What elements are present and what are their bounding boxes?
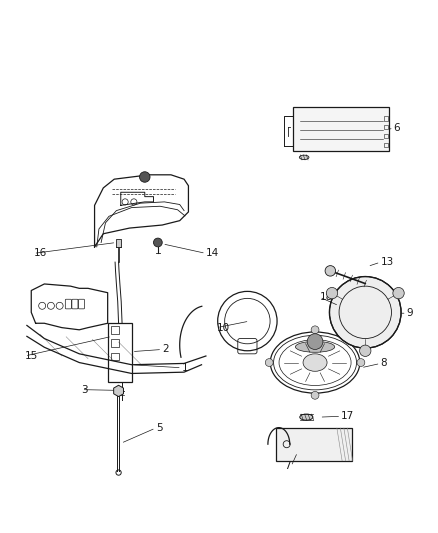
Text: 18: 18 bbox=[319, 292, 333, 302]
Text: 15: 15 bbox=[25, 351, 38, 361]
Bar bbox=[276, 428, 352, 461]
Text: 8: 8 bbox=[381, 358, 387, 368]
Circle shape bbox=[307, 334, 323, 350]
Bar bbox=[384, 116, 388, 120]
Circle shape bbox=[357, 359, 365, 367]
Circle shape bbox=[325, 265, 336, 276]
Ellipse shape bbox=[303, 354, 327, 372]
Bar bbox=[108, 323, 132, 382]
Bar bbox=[384, 125, 388, 130]
Ellipse shape bbox=[299, 155, 309, 159]
Text: 5: 5 bbox=[155, 423, 162, 433]
Circle shape bbox=[265, 359, 273, 367]
Text: 14: 14 bbox=[206, 248, 219, 259]
Text: 9: 9 bbox=[407, 308, 413, 318]
Bar bbox=[384, 134, 388, 138]
Ellipse shape bbox=[300, 414, 313, 420]
Text: 1: 1 bbox=[182, 363, 188, 373]
Text: 3: 3 bbox=[81, 385, 88, 394]
Bar bbox=[116, 239, 121, 247]
Circle shape bbox=[140, 172, 150, 182]
Text: 7: 7 bbox=[284, 462, 291, 472]
Circle shape bbox=[393, 287, 404, 299]
Bar bbox=[293, 107, 389, 151]
Circle shape bbox=[153, 238, 162, 247]
Bar bbox=[111, 340, 119, 348]
Text: 6: 6 bbox=[394, 123, 400, 133]
Text: 16: 16 bbox=[33, 248, 47, 259]
Circle shape bbox=[311, 326, 319, 334]
Bar bbox=[111, 326, 119, 334]
Circle shape bbox=[326, 287, 338, 299]
Bar bbox=[384, 142, 388, 147]
Bar bbox=[111, 352, 119, 360]
Circle shape bbox=[329, 277, 401, 348]
Circle shape bbox=[360, 345, 371, 357]
Text: 10: 10 bbox=[217, 322, 230, 333]
Ellipse shape bbox=[295, 341, 335, 352]
Text: 2: 2 bbox=[162, 344, 169, 354]
Circle shape bbox=[311, 391, 319, 399]
Text: 17: 17 bbox=[341, 411, 354, 421]
Text: 13: 13 bbox=[381, 257, 394, 267]
